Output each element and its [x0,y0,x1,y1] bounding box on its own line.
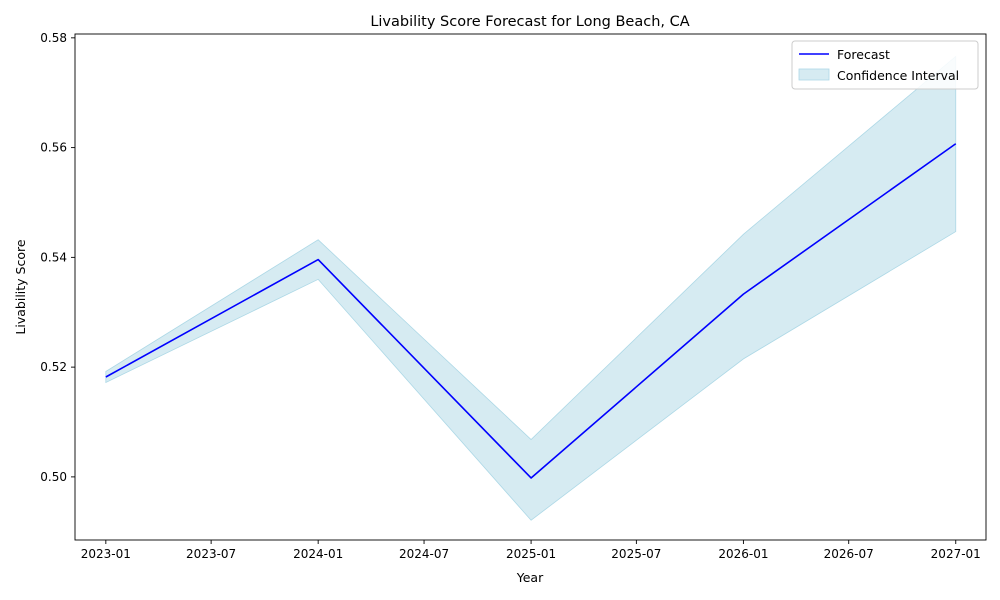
plot-frame [74,33,987,541]
line-layer [105,143,957,479]
y-tick-label: 0.58 [40,31,67,45]
x-axis: 2023-01 2023-07 2024-01 2024-07 2025-01 2025-… [81,540,981,561]
x-tick-label: 2023-07 [186,547,236,561]
x-tick-label: 2026-01 [718,547,768,561]
x-tick-label: 2025-07 [611,547,661,561]
legend-ci-swatch [798,68,830,81]
y-axis-label: Livability Score [13,239,28,334]
y-tick-label: 0.54 [40,250,67,264]
y-axis: 0.50 0.52 0.54 0.56 0.58 [40,31,75,484]
y-tick-label: 0.52 [40,360,67,374]
x-tick-label: 2027-01 [931,547,981,561]
confidence-band [105,55,957,521]
chart-title: Livability Score Forecast for Long Beach… [370,14,689,30]
x-axis-label: Year [516,570,544,585]
legend-box [791,40,979,90]
x-tick-label: 2026-07 [824,547,874,561]
band-layer [105,55,957,521]
forecast-line [105,143,957,479]
legend-ci-label: Confidence Interval [837,68,959,83]
x-tick-label: 2025-01 [506,547,556,561]
x-tick-label: 2024-01 [293,547,343,561]
plot-area [74,33,987,541]
y-tick-label: 0.56 [40,141,67,155]
legend-forecast-label: Forecast [837,47,890,62]
x-tick-label: 2024-07 [399,547,449,561]
legend: Forecast Confidence Interval [791,40,979,90]
x-tick-label: 2023-01 [81,547,131,561]
y-tick-label: 0.50 [40,470,67,484]
